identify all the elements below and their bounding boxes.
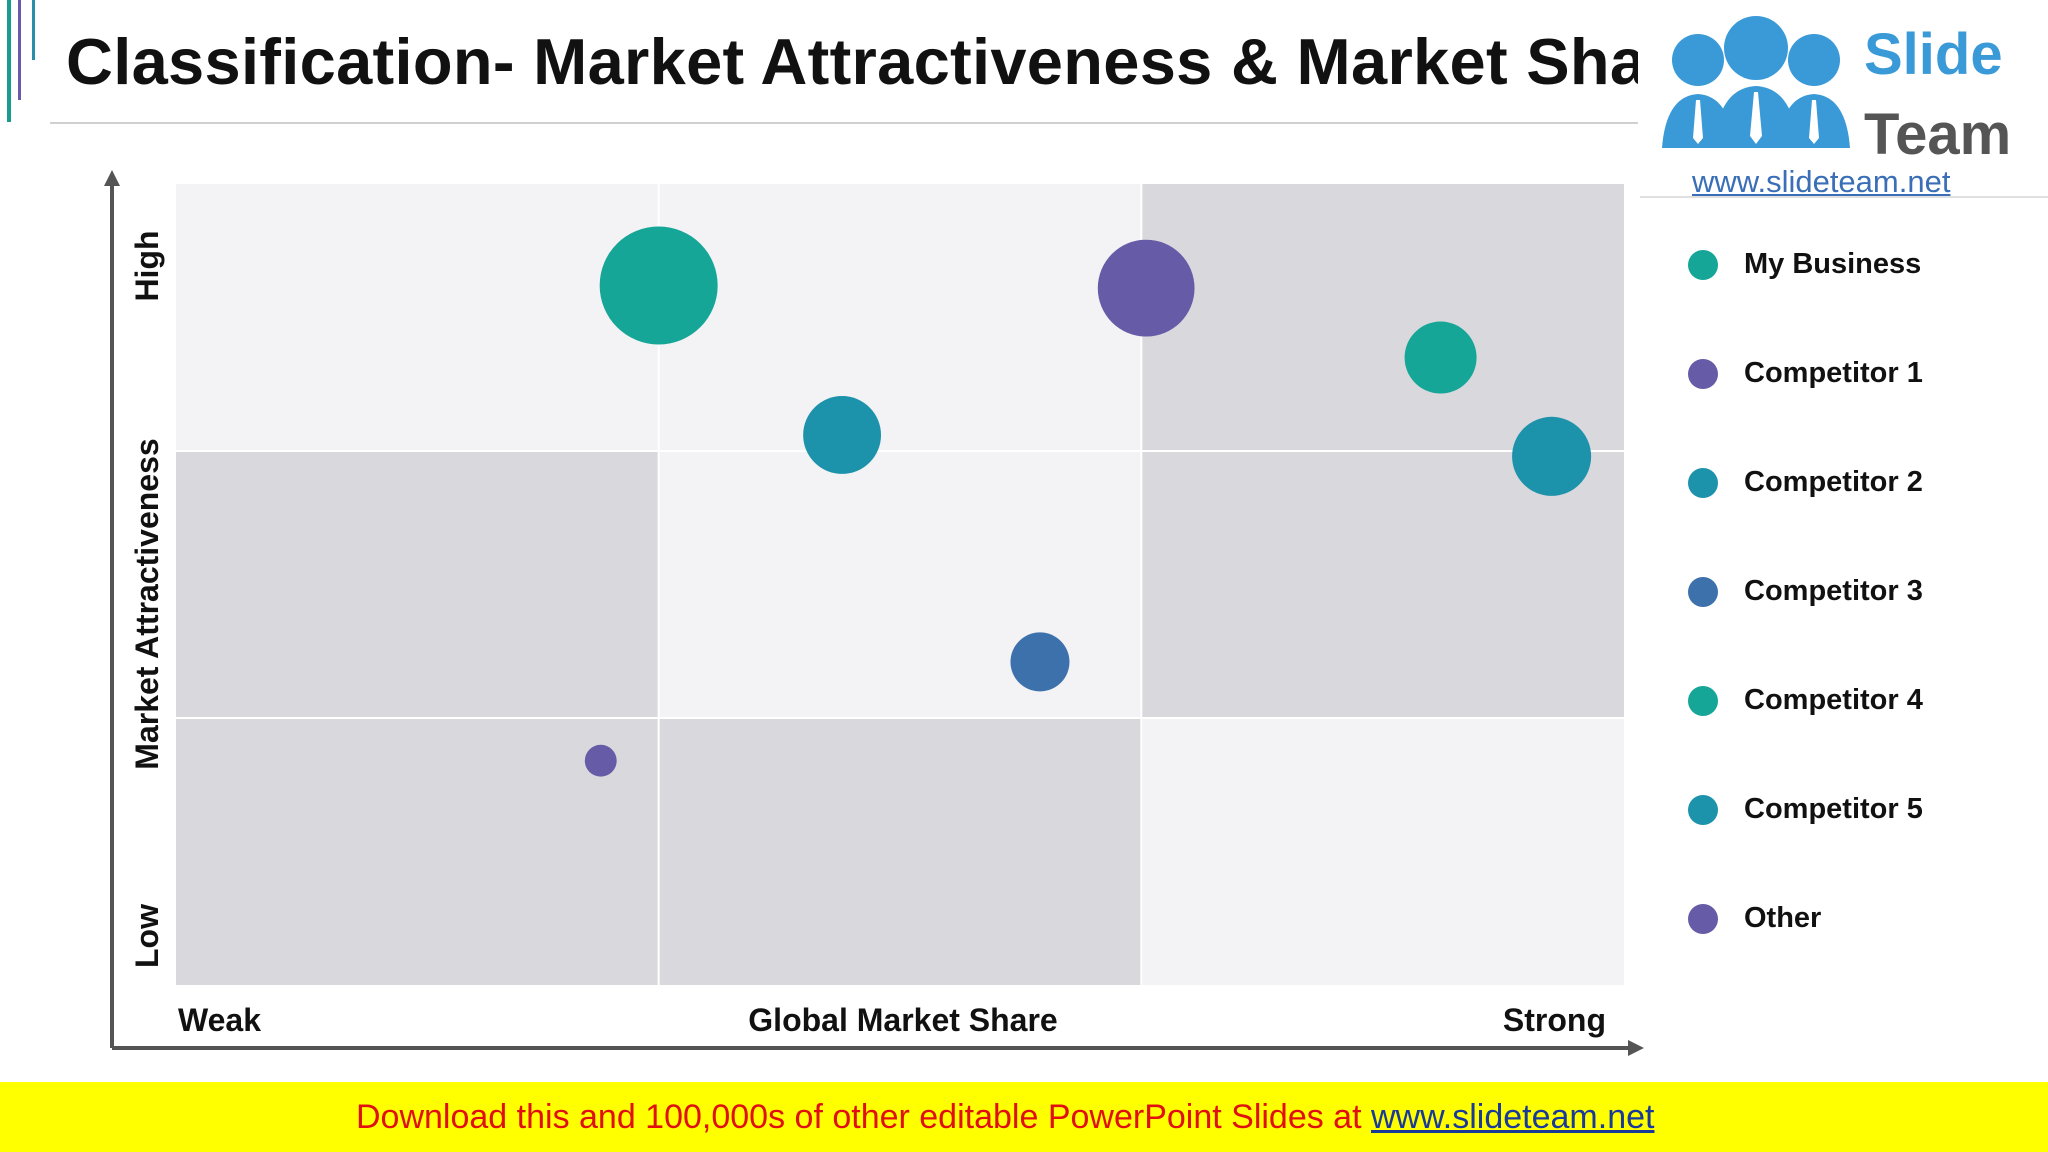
y-axis-arrow-icon xyxy=(104,170,120,186)
legend-swatch xyxy=(1688,795,1718,825)
legend-swatch xyxy=(1688,577,1718,607)
bubble-point xyxy=(1097,239,1195,337)
bubble-point xyxy=(599,226,718,345)
legend-swatch xyxy=(1688,904,1718,934)
legend-label: Competitor 1 xyxy=(1744,357,1923,389)
matrix-cell xyxy=(658,451,1142,718)
legend-swatch xyxy=(1688,250,1718,280)
banner-link[interactable]: www.slideteam.net xyxy=(1371,1098,1655,1136)
legend-swatch xyxy=(1688,359,1718,389)
y-axis-label: Market Attractiveness xyxy=(129,438,165,769)
logo-divider xyxy=(1640,196,2048,198)
bubble-point xyxy=(1404,321,1477,394)
logo-text-team: Team xyxy=(1864,102,2012,167)
page-title: Classification- Market Attractiveness & … xyxy=(66,25,1709,98)
bubble-point xyxy=(584,744,617,777)
banner-text: Download this and 100,000s of other edit… xyxy=(356,1098,1654,1137)
x-axis-arrow-icon xyxy=(1628,1040,1644,1056)
matrix-cell xyxy=(658,718,1142,985)
logo-text-slide: Slide xyxy=(1864,22,2003,87)
accent-bar xyxy=(7,0,11,122)
matrix-cell xyxy=(176,718,659,985)
matrix-cell xyxy=(1141,451,1624,718)
download-banner: Download this and 100,000s of other edit… xyxy=(0,1082,2048,1152)
matrix-cell xyxy=(658,184,1142,451)
legend-label: Competitor 3 xyxy=(1744,575,1923,607)
matrix-cell xyxy=(1141,718,1624,985)
bubble-point xyxy=(803,396,882,474)
bubble-point xyxy=(1512,416,1592,496)
x-axis-label: Global Market Share xyxy=(748,1002,1057,1038)
slideteam-logo[interactable]: Slide Team www.slideteam.net xyxy=(1638,0,2048,200)
y-tick-label: Low xyxy=(129,904,165,968)
legend-label: My Business xyxy=(1744,248,1922,280)
matrix-cell xyxy=(176,451,659,718)
legend-label: Competitor 5 xyxy=(1744,793,1923,825)
title-divider xyxy=(50,122,1640,124)
legend-label: Other xyxy=(1744,902,1822,934)
matrix-cell xyxy=(176,184,659,451)
accent-bar xyxy=(32,0,35,60)
logo-url-link[interactable]: www.slideteam.net xyxy=(1692,164,1951,199)
legend-swatch xyxy=(1688,686,1718,716)
legend-label: Competitor 4 xyxy=(1744,684,1923,716)
legend-label: Competitor 2 xyxy=(1744,466,1923,498)
bubble-point xyxy=(1010,632,1070,692)
accent-bar xyxy=(18,0,21,100)
matrix-cell xyxy=(1141,184,1624,451)
legend-swatch xyxy=(1688,468,1718,498)
people-logo-icon xyxy=(1662,16,1850,148)
x-tick-label: Strong xyxy=(1503,1002,1606,1038)
banner-message: Download this and 100,000s of other edit… xyxy=(356,1098,1371,1136)
x-tick-label: Weak xyxy=(178,1002,261,1038)
y-tick-label: High xyxy=(129,230,165,301)
